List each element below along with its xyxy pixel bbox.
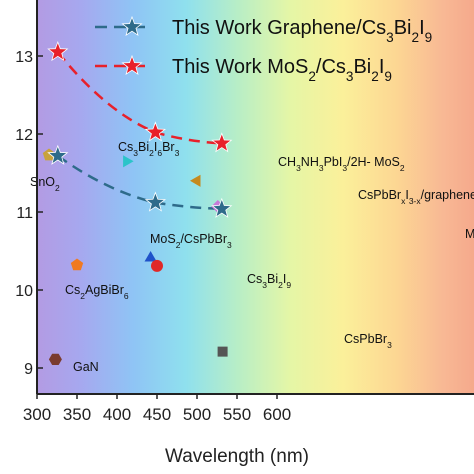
point-cs3bi2i6br3-label: Cs3Bi2I6Br3	[118, 140, 180, 158]
x-tick-label: 300	[23, 405, 51, 424]
legend-label-1: This Work Graphene/Cs3Bi2I9	[172, 17, 432, 45]
x-tick-label: 350	[63, 405, 91, 424]
point-mos2-cspbbr3-marker	[144, 251, 157, 262]
y-tick-label: 12	[15, 127, 33, 144]
series-1-star-marker	[211, 197, 233, 218]
y-tick-label: 13	[15, 49, 33, 66]
y-tick-label: 9	[24, 361, 33, 378]
legend-label-2: This Work MoS2/Cs3Bi2I9	[172, 56, 392, 84]
series-1-star-marker	[144, 191, 166, 212]
series-line-2	[56, 51, 222, 145]
point-ch3nh3pbi3-2h--mos2-label: CH3NH3PbI3/2H- MoS2	[278, 155, 405, 173]
series-2-star-marker	[47, 40, 69, 62]
point-cs3bi2i9-marker	[151, 259, 163, 272]
plot-background	[37, 0, 474, 394]
point-cspbbr3-marker	[217, 346, 228, 357]
point-cs3bi2i9-label: Cs3Bi2I9	[247, 272, 291, 290]
y-tick-label: 10	[15, 283, 33, 300]
x-tick-label: 500	[183, 405, 211, 424]
series-2-star-marker	[144, 121, 166, 142]
point-cs3bi2i6br3-marker	[123, 155, 134, 168]
point-gan-marker	[48, 353, 62, 366]
legend-star-icon-1	[121, 15, 143, 37]
point-sno2-marker	[42, 148, 56, 161]
point-gan-label: GaN	[73, 360, 99, 374]
point-mos2-cspbbr3-label: MoS2/CsPbBr3	[150, 232, 232, 250]
y-tick-label: 11	[16, 205, 33, 222]
x-axis-title: Wavelength (nm)	[165, 446, 309, 467]
series-1-star-marker	[47, 144, 69, 165]
legend-star-icon-2	[121, 54, 143, 76]
point-cspbbr3-label: CsPbBr3	[344, 332, 392, 350]
point-cs2agbibr6-marker	[70, 258, 84, 271]
point-cspbbrxi3-x-graphene-label: CsPbBrxI3-x/graphene	[358, 188, 474, 206]
x-tick-label: 600	[263, 405, 291, 424]
x-tick-label: 550	[223, 405, 251, 424]
point-m-label: M	[465, 227, 474, 241]
x-tick-label: 450	[143, 405, 171, 424]
x-tick-label: 400	[103, 405, 131, 424]
point-cs2agbibr6-label: Cs2AgBiBr6	[65, 283, 129, 301]
point-ch3nh3pbi3-2h--mos2-marker	[190, 174, 201, 187]
series-2-star-marker	[211, 132, 233, 153]
